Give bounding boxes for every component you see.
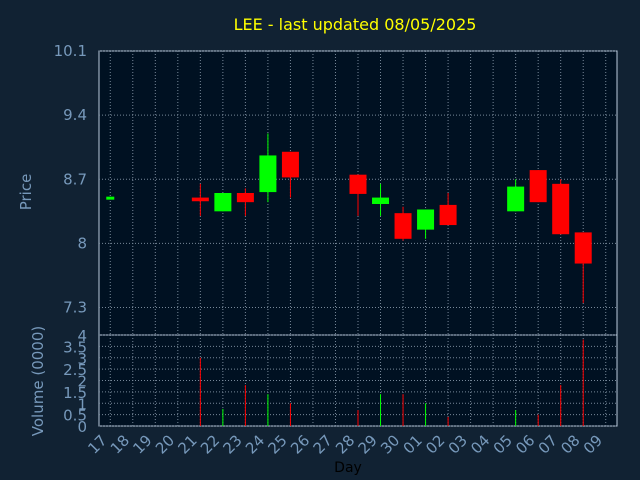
volume-panel: 43.532.521.510.50 [63,327,618,436]
chart-title: LEE - last updated 08/05/2025 [234,15,477,34]
candle-body [529,170,547,203]
candle-body [372,197,390,204]
price-tick-label: 9.4 [63,106,87,124]
volume-tick-label: 3 [77,350,87,368]
price-tick-label: 10.1 [54,42,87,60]
candle-body [236,193,254,203]
candle-body [259,155,277,193]
volume-tick-label: 1.5 [63,384,87,402]
candle-body [507,186,525,212]
candle-body [349,174,367,194]
candle-body [106,196,115,200]
volume-tick-label: 0.5 [63,407,87,425]
candle-body [439,204,457,226]
volume-tick-label: 1 [77,395,87,413]
candle-body [281,151,299,178]
volume-tick-label: 4 [77,327,87,345]
candle-body [191,197,209,202]
volume-tick-label: 3.5 [63,338,87,356]
x-tick-label: 09 [580,431,606,457]
volume-tick-label: 2.5 [63,361,87,379]
candle-body [417,209,435,230]
volume-axis-label: Volume (0000) [29,326,47,436]
volume-tick-label: 2 [77,373,87,391]
price-panel: 10.1 9.4 8.7 8 7.3 [54,42,618,336]
candle-body [394,213,412,239]
price-axis-label: Price [17,174,35,211]
price-tick-label: 7.3 [63,299,87,317]
volume-tick-label: 0 [77,418,87,436]
price-tick-label: 8 [77,234,87,252]
price-tick-label: 8.7 [63,170,87,188]
candle-body [574,232,592,264]
x-axis-label: Day [334,460,362,476]
candle-body [214,193,232,212]
candle-body [552,183,570,235]
